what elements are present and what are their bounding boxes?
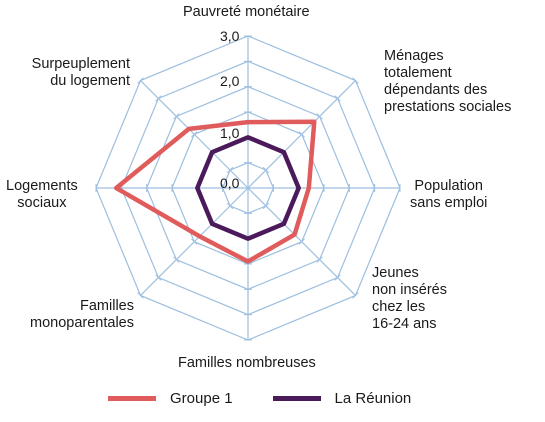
tick-label: 2,0 [220,73,240,89]
axis-label: Population sans emploi [410,178,488,211]
series-line-groupe-1 [114,119,317,264]
legend: Groupe 1 La Réunion [108,390,451,407]
grid-tick [352,292,359,299]
grid-tick [191,238,198,245]
grid-tick [334,274,341,281]
grid-tick [298,238,305,245]
axis-label: Familles monoparentales [30,298,134,331]
axis-label: Pauvreté monétaire [183,4,310,20]
grid-tick [155,95,162,102]
grid-tick [262,202,270,210]
legend-item-groupe-1: Groupe 1 [108,390,233,407]
grid-tick [137,77,144,84]
grid-tick [173,113,180,120]
tick-label: 3,0 [220,28,240,44]
grid-tick [298,131,305,138]
axis-label: Familles nombreuses [178,355,316,371]
axis-label: Ménages totalement dépendants des presta… [384,48,512,115]
grid-tick [316,256,323,263]
grid-tick [262,166,270,174]
series-line-la-reunion [195,135,301,241]
tick-label: 0,0 [220,175,240,191]
grid-tick [137,292,144,299]
grid-tick [334,95,341,102]
grid-tick [191,131,198,138]
legend-label: La Réunion [334,390,412,407]
axis-label: Surpeuplement du logement [31,56,130,89]
tick-label: 1,0 [220,125,240,141]
axis-label: Jeunes non insérés chez les 16-24 ans [372,265,447,332]
radar-grid [95,35,401,341]
grid-tick [173,256,180,263]
legend-swatch-groupe-1 [108,396,156,401]
grid-tick [226,202,234,210]
legend-item-la-reunion: La Réunion [272,390,412,407]
grid-tick [352,77,359,84]
series-layer [114,119,317,264]
legend-label: Groupe 1 [170,390,233,407]
grid-tick [155,274,162,281]
grid-tick [316,113,323,120]
axis-label: Logements sociaux [6,178,78,211]
grid-tick [226,166,234,174]
legend-swatch-la-reunion [272,396,321,401]
